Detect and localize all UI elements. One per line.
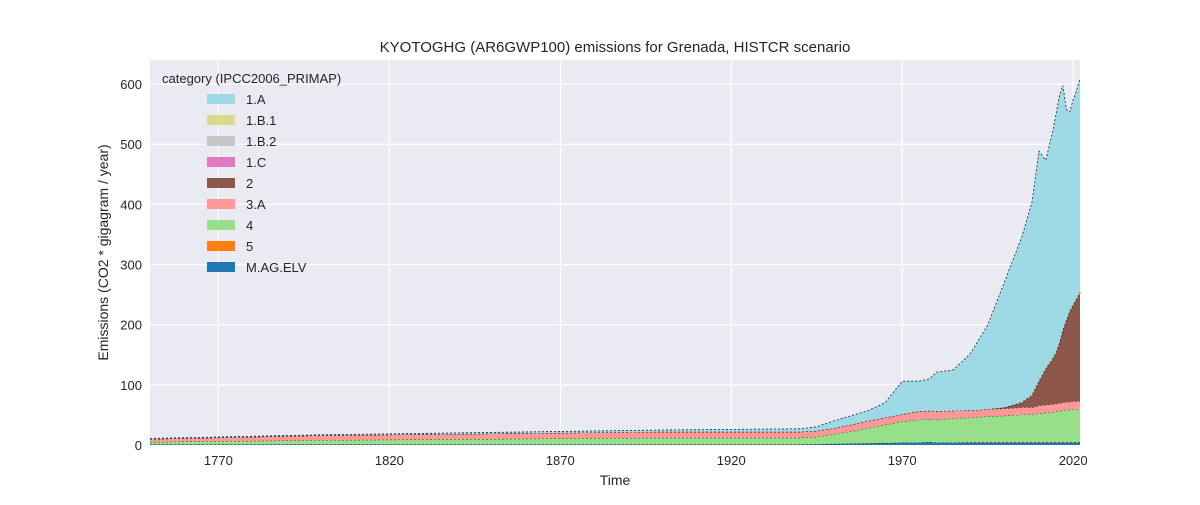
area-series-group xyxy=(149,78,1081,445)
legend-swatch xyxy=(207,220,235,230)
x-tick-label: 2020 xyxy=(1059,453,1088,468)
legend-swatch xyxy=(207,199,235,209)
x-tick-label: 1970 xyxy=(888,453,917,468)
legend-label: 2 xyxy=(246,176,253,191)
area-edge-line xyxy=(149,78,1081,439)
area-1-a xyxy=(150,78,1080,440)
legend-title: category (IPCC2006_PRIMAP) xyxy=(162,71,341,86)
y-tick-label: 500 xyxy=(120,137,142,152)
x-tick-label: 1770 xyxy=(204,453,233,468)
y-tick-label: 400 xyxy=(120,197,142,212)
y-tick-label: 300 xyxy=(120,258,142,273)
legend-label: 4 xyxy=(246,218,253,233)
legend-swatch xyxy=(207,157,235,167)
legend-label: 1.B.2 xyxy=(246,134,276,149)
tick-labels: 1770 1820 1870 1920 1970 2020 0 100 200 300 400 500… xyxy=(120,77,1087,468)
legend: category (IPCC2006_PRIMAP) 1.A 1.B.1 1.B.2… xyxy=(162,71,341,275)
y-axis-label: Emissions (CO2 * gigagram / year) xyxy=(95,144,111,360)
legend-label: 1.B.1 xyxy=(246,113,276,128)
x-tick-label: 1920 xyxy=(717,453,746,468)
area-3-a xyxy=(150,401,1080,442)
legend-label: 1.A xyxy=(246,92,266,107)
legend-swatch xyxy=(207,241,235,251)
legend-swatch xyxy=(207,94,235,104)
y-tick-label: 0 xyxy=(135,438,142,453)
legend-label: 1.C xyxy=(246,155,266,170)
x-axis-label: Time xyxy=(600,472,631,488)
legend-label: 5 xyxy=(246,239,253,254)
legend-swatch xyxy=(207,136,235,146)
chart-title: KYOTOGHG (AR6GWP100) emissions for Grena… xyxy=(380,39,851,56)
legend-label: M.AG.ELV xyxy=(246,260,307,275)
legend-swatch xyxy=(207,262,235,272)
legend-swatch xyxy=(207,115,235,125)
x-tick-label: 1820 xyxy=(375,453,404,468)
area-4 xyxy=(150,409,1080,445)
y-tick-label: 200 xyxy=(120,318,142,333)
y-tick-label: 100 xyxy=(120,378,142,393)
area-m-ag-elv xyxy=(150,442,1080,445)
legend-label: 3.A xyxy=(246,197,266,212)
y-tick-label: 600 xyxy=(120,77,142,92)
legend-swatch xyxy=(207,178,235,188)
x-tick-label: 1870 xyxy=(546,453,575,468)
